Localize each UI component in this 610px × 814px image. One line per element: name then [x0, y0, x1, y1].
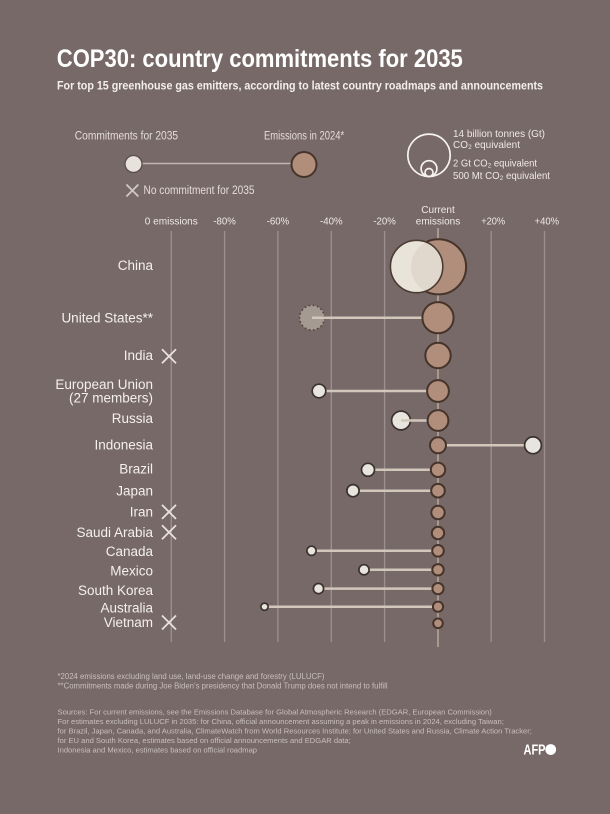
- svg-text:Indonesia and Mexico, estimate: Indonesia and Mexico, estimates based on…: [58, 746, 258, 755]
- svg-text:Canada: Canada: [106, 544, 154, 559]
- svg-text:Iran: Iran: [130, 504, 153, 519]
- svg-text:0 emissions: 0 emissions: [145, 216, 198, 228]
- svg-text:emissions: emissions: [416, 216, 461, 228]
- svg-text:2 Gt CO₂ equivalent: 2 Gt CO₂ equivalent: [453, 158, 537, 170]
- svg-text:For top 15 greenhouse gas emit: For top 15 greenhouse gas emitters, acco…: [57, 79, 543, 93]
- svg-text:Indonesia: Indonesia: [94, 437, 153, 452]
- svg-text:United States**: United States**: [61, 310, 153, 325]
- svg-text:for EU and South Korea, estima: for EU and South Korea, estimates based …: [58, 736, 351, 745]
- svg-text:No commitment for 2035: No commitment for 2035: [144, 185, 255, 197]
- svg-text:for Brazil, Japan, Canada, and: for Brazil, Japan, Canada, and Australia…: [58, 727, 532, 736]
- svg-text:**Commitments made during Joe: **Commitments made during Joe Biden’s pr…: [58, 682, 388, 691]
- svg-text:*2024 emissions excluding land: *2024 emissions excluding land use, land…: [58, 672, 325, 681]
- svg-text:Brazil: Brazil: [119, 462, 153, 477]
- svg-text:Current: Current: [421, 204, 455, 216]
- svg-text:Japan: Japan: [116, 484, 153, 499]
- svg-text:AFP: AFP: [524, 743, 546, 759]
- svg-text:+20%: +20%: [481, 216, 505, 228]
- svg-text:-40%: -40%: [320, 216, 343, 228]
- svg-text:Russia: Russia: [112, 411, 154, 426]
- svg-text:500 Mt CO₂ equivalent: 500 Mt CO₂ equivalent: [453, 170, 550, 182]
- svg-text:COP30: country commitments for: COP30: country commitments for 2035: [57, 45, 463, 73]
- svg-text:Commitments for 2035: Commitments for 2035: [75, 131, 178, 143]
- svg-text:Saudi Arabia: Saudi Arabia: [76, 525, 153, 540]
- svg-text:-60%: -60%: [267, 216, 290, 228]
- svg-text:South Korea: South Korea: [78, 583, 154, 598]
- svg-text:India: India: [124, 348, 154, 363]
- svg-text:Mexico: Mexico: [110, 564, 153, 579]
- svg-text:(27 members): (27 members): [69, 390, 153, 405]
- svg-text:CO₂ equivalent: CO₂ equivalent: [453, 139, 520, 151]
- svg-text:Australia: Australia: [100, 601, 153, 616]
- svg-text:Emissions in 2024*: Emissions in 2024*: [264, 131, 345, 143]
- svg-text:China: China: [118, 258, 154, 273]
- svg-text:14 billion tonnes (Gt): 14 billion tonnes (Gt): [453, 128, 545, 140]
- svg-text:For estimates excluding LULUCF: For estimates excluding LULUCF in 2035: …: [58, 717, 504, 726]
- svg-text:Sources: For current emissions: Sources: For current emissions, see the …: [58, 708, 493, 717]
- svg-text:European Union: European Union: [55, 377, 153, 392]
- svg-text:+40%: +40%: [535, 216, 560, 228]
- svg-text:-20%: -20%: [373, 216, 396, 228]
- svg-text:-80%: -80%: [213, 216, 236, 228]
- svg-text:Vietnam: Vietnam: [104, 615, 153, 630]
